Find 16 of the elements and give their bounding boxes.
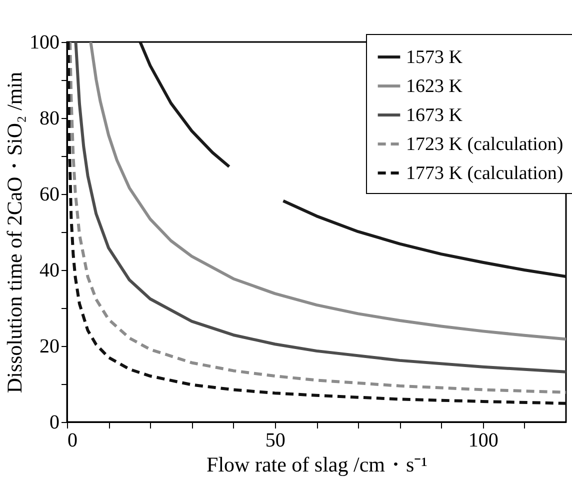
x-axis-title: Flow rate of slag /cm・s⁻¹ — [206, 452, 428, 476]
y-tick-label: 0 — [50, 412, 60, 434]
legend-label: 1573 K — [406, 47, 463, 68]
x-tick-label: 0 — [68, 430, 78, 452]
y-tick-label: 80 — [40, 108, 60, 130]
legend-label: 1623 K — [406, 76, 463, 97]
y-axis-title: Dissolution time of 2CaO・SiO₂ /min — [2, 71, 26, 394]
y-tick-label: 40 — [40, 260, 60, 282]
y-tick-label: 60 — [40, 184, 60, 206]
y-tick-label: 100 — [30, 32, 60, 54]
x-tick-label: 100 — [468, 430, 498, 452]
y-tick-label: 20 — [40, 336, 60, 358]
x-tick-label: 50 — [265, 430, 286, 452]
legend-label: 1673 K — [406, 105, 463, 126]
legend-label: 1723 K (calculation) — [406, 134, 564, 155]
legend-label: 1773 K (calculation) — [406, 163, 564, 184]
